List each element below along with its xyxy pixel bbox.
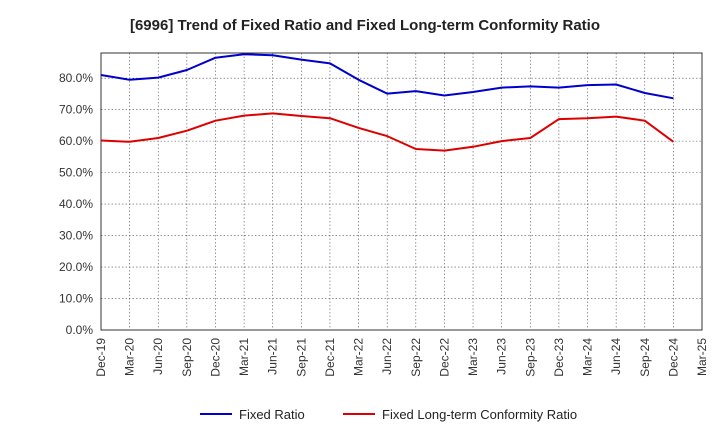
- x-tick-label: Jun-22: [380, 338, 394, 375]
- x-tick-label: Sep-24: [638, 338, 652, 377]
- y-tick-label: 40.0%: [59, 197, 93, 211]
- x-tick-label: Dec-21: [323, 338, 337, 377]
- series-lines: [100, 53, 674, 152]
- x-tick-label: Sep-23: [523, 338, 537, 377]
- y-axis-ticks: 0.0% 10.0% 20.0% 30.0% 40.0% 50.0% 60.0% 70.0% 8…: [59, 71, 93, 337]
- legend: Fixed Ratio Fixed Long-term Conformity Ra…: [200, 407, 577, 422]
- x-axis-ticks: Dec-19 Mar-20 Jun-20 Sep-20 Dec-20 Mar-21 Jun-…: [94, 338, 709, 377]
- x-tick-label: Mar-22: [352, 338, 366, 376]
- x-tick-label: Jun-21: [266, 338, 280, 375]
- plot-area: [100, 52, 703, 331]
- x-tick-label: Mar-25: [695, 338, 709, 376]
- x-tick-label: Dec-22: [437, 338, 451, 377]
- x-tick-label: Mar-24: [581, 338, 595, 376]
- x-tick-label: Mar-23: [466, 338, 480, 376]
- y-tick-label: 70.0%: [59, 103, 93, 117]
- x-tick-label: Mar-21: [237, 338, 251, 376]
- series-line-2: [100, 112, 674, 152]
- x-tick-label: Jun-20: [151, 338, 165, 375]
- y-tick-label: 0.0%: [66, 323, 94, 337]
- x-tick-label: Sep-20: [180, 338, 194, 377]
- x-tick-label: Dec-24: [666, 338, 680, 377]
- y-tick-label: 80.0%: [59, 71, 93, 85]
- series-line-1: [100, 53, 674, 100]
- x-tick-label: Mar-20: [123, 338, 137, 376]
- x-tick-label: Dec-23: [552, 338, 566, 377]
- y-tick-label: 60.0%: [59, 134, 93, 148]
- y-tick-label: 10.0%: [59, 292, 93, 306]
- legend-label-2: Fixed Long-term Conformity Ratio: [382, 407, 577, 422]
- y-tick-label: 30.0%: [59, 229, 93, 243]
- legend-label-1: Fixed Ratio: [239, 407, 305, 422]
- x-tick-label: Jun-24: [609, 338, 623, 375]
- x-tick-label: Sep-21: [294, 338, 308, 377]
- x-tick-label: Dec-20: [208, 338, 222, 377]
- x-tick-label: Dec-19: [94, 338, 108, 377]
- chart-title: [6996] Trend of Fixed Ratio and Fixed Lo…: [130, 17, 600, 34]
- x-tick-label: Sep-22: [409, 338, 423, 377]
- x-tick-label: Jun-23: [495, 338, 509, 375]
- y-tick-label: 50.0%: [59, 166, 93, 180]
- y-tick-label: 20.0%: [59, 260, 93, 274]
- grid-lines: [101, 53, 702, 330]
